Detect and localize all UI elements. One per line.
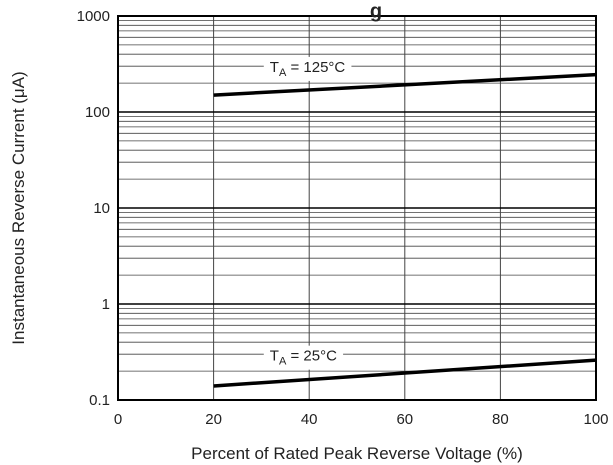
- y-tick-label: 0.1: [89, 392, 110, 409]
- series-label: TA = 125°C: [263, 56, 352, 81]
- y-tick-label: 100: [85, 104, 110, 121]
- series-label-text: TA = 25°C: [270, 348, 337, 368]
- x-axis-title: Percent of Rated Peak Reverse Voltage (%…: [191, 444, 523, 463]
- series-label-text: TA = 125°C: [270, 59, 346, 79]
- label-rest: = 25°C: [286, 348, 337, 365]
- tick-labels: 0 20 40 60 80 100 0.1 1 10 100 1000: [77, 8, 609, 428]
- curve-labels: TA = 125°CTA = 25°C: [263, 56, 352, 370]
- x-tick-label: 80: [492, 411, 509, 428]
- y-axis-title: Instantaneous Reverse Current (μA): [9, 71, 28, 344]
- x-tick-label: 20: [205, 411, 222, 428]
- chart-title: g: [370, 1, 382, 23]
- label-rest: = 125°C: [286, 59, 345, 76]
- y-tick-label: 1000: [77, 8, 110, 25]
- series-lines: [213, 72, 597, 388]
- series-label-background: [263, 345, 344, 370]
- series-line: [213, 72, 597, 97]
- label-main: T: [270, 59, 279, 76]
- series-label-background: [263, 56, 352, 81]
- x-tick-label: 0: [114, 411, 122, 428]
- plot-frame: [117, 15, 597, 401]
- series-line: [213, 358, 597, 388]
- x-tick-label: 100: [583, 411, 608, 428]
- label-subscript: A: [279, 356, 287, 368]
- y-tick-label: 10: [93, 200, 110, 217]
- label-main: T: [270, 348, 279, 365]
- label-subscript: A: [279, 67, 287, 79]
- y-tick-label: 1: [102, 296, 110, 313]
- series-label: TA = 25°C: [263, 345, 344, 370]
- x-tick-label: 40: [301, 411, 318, 428]
- x-tick-label: 60: [396, 411, 413, 428]
- grid-lines: [118, 16, 596, 400]
